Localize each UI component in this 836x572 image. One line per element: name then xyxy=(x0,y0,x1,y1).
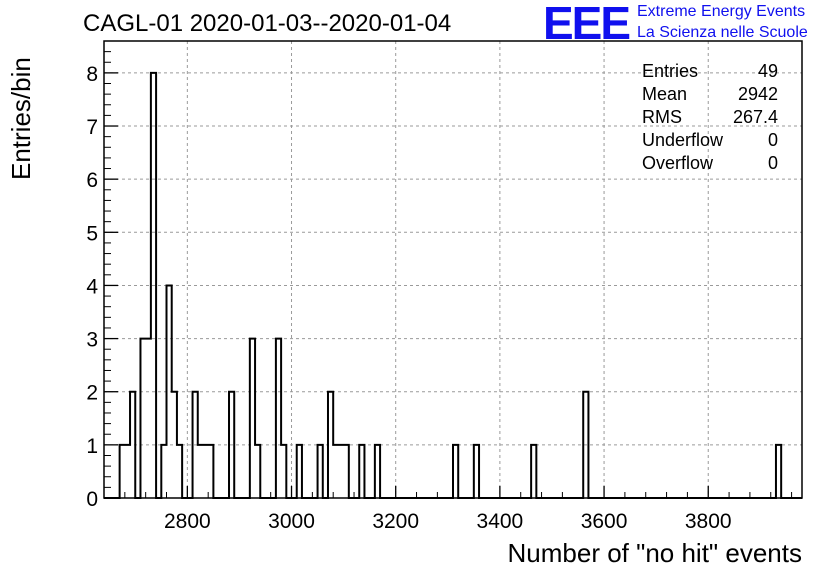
stats-value: 49 xyxy=(758,61,778,81)
histogram-bin xyxy=(281,445,286,498)
histogram-bin xyxy=(344,445,349,498)
stats-label: RMS xyxy=(642,107,682,127)
logo-line-1: Extreme Energy Events xyxy=(637,3,806,20)
histogram-bin xyxy=(318,445,323,498)
y-axis-title: Entries/bin xyxy=(6,57,36,180)
histogram-bin xyxy=(167,285,172,498)
histogram-bin xyxy=(151,73,156,498)
histogram-bin xyxy=(120,445,125,498)
logo-line-2: La Scienza nelle Scuole xyxy=(637,24,808,41)
histogram-bin xyxy=(338,445,343,498)
y-tick-label: 2 xyxy=(86,382,98,405)
x-tick-label: 3000 xyxy=(268,510,315,533)
histogram-bin xyxy=(776,445,781,498)
stats-label: Overflow xyxy=(642,153,714,173)
y-tick-label: 8 xyxy=(86,63,98,86)
histogram-bin xyxy=(583,392,588,498)
eee-logo: EEE xyxy=(543,0,631,49)
plot-frame xyxy=(103,40,803,499)
stats-label: Underflow xyxy=(642,130,724,150)
stats-label: Mean xyxy=(642,84,687,104)
histogram-bin xyxy=(198,445,203,498)
stats-value: 2942 xyxy=(738,84,778,104)
grid xyxy=(104,41,802,498)
y-tick-label: 5 xyxy=(86,222,98,245)
stats-box: Entries 49 Mean 2942 RMS 267.4 Underflow 0 Overf… xyxy=(642,61,778,173)
histogram-bin xyxy=(193,392,198,498)
histogram-bin xyxy=(255,445,260,498)
x-tick-label: 3800 xyxy=(685,510,732,533)
x-tick-label: 2800 xyxy=(164,510,211,533)
histogram-bin xyxy=(177,445,182,498)
histogram-bin xyxy=(453,445,458,498)
histogram-bin xyxy=(333,445,338,498)
y-tick-label: 4 xyxy=(86,275,98,298)
y-tick-label: 7 xyxy=(86,116,98,139)
stats-value: 0 xyxy=(768,153,778,173)
stats-label: Entries xyxy=(642,61,698,81)
histogram-bin xyxy=(328,392,333,498)
histogram-bin xyxy=(375,445,380,498)
x-tick-label: 3200 xyxy=(372,510,419,533)
histogram-bin xyxy=(140,339,145,498)
y-tick-label: 0 xyxy=(86,488,98,511)
y-tick-label: 3 xyxy=(86,329,98,352)
histogram-bin xyxy=(276,339,281,498)
histogram-bin xyxy=(297,445,302,498)
stats-value: 267.4 xyxy=(733,107,778,127)
histogram-bin xyxy=(172,392,177,498)
histogram-bin xyxy=(146,339,151,498)
axis-ticks: 2800 3000 3200 3400 3600 3800 0 1 2 3 4 5 6 7 8 xyxy=(86,51,793,533)
x-tick-label: 3600 xyxy=(581,510,628,533)
x-tick-label: 3400 xyxy=(477,510,524,533)
chart-title: CAGL-01 2020-01-03--2020-01-04 xyxy=(83,10,452,37)
histogram-bin xyxy=(161,445,166,498)
x-axis-title: Number of "no hit" events xyxy=(508,538,803,568)
y-tick-label: 6 xyxy=(86,169,98,192)
histogram-bin xyxy=(250,339,255,498)
histogram-bin xyxy=(130,392,135,498)
histogram-bin xyxy=(125,445,130,498)
stats-value: 0 xyxy=(768,130,778,150)
histogram-bin xyxy=(474,445,479,498)
y-tick-label: 1 xyxy=(86,435,98,458)
histogram-bin xyxy=(359,445,364,498)
histogram-bin xyxy=(229,392,234,498)
histogram-bin xyxy=(531,445,536,498)
histogram-bin xyxy=(203,445,208,498)
histogram-bin xyxy=(208,445,213,498)
